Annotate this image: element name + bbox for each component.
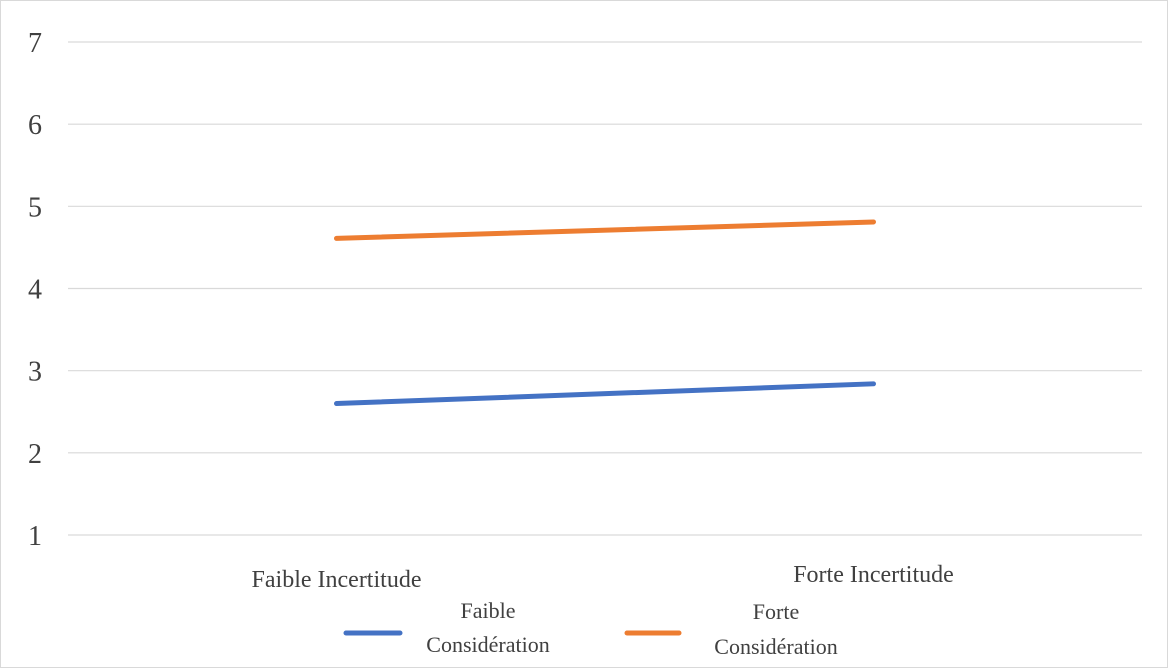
legend: Faible Considération Forte Considération — [346, 598, 838, 659]
y-tick-label: 6 — [28, 110, 42, 141]
series-line-2 — [337, 222, 874, 238]
y-tick-label: 7 — [28, 28, 42, 59]
gridlines — [68, 42, 1142, 535]
legend-item: Faible Considération — [346, 598, 550, 657]
x-axis-categories: Faible Incertitude Forte Incertitude — [252, 562, 954, 593]
y-axis-ticks: 1 2 3 4 5 6 7 — [28, 28, 42, 552]
legend-label: Forte — [753, 599, 799, 624]
x-category-label: Forte Incertitude — [793, 562, 954, 588]
y-tick-label: 1 — [28, 521, 42, 552]
legend-label: Considération — [426, 632, 549, 657]
x-category-label: Faible Incertitude — [252, 567, 422, 593]
series-lines — [336, 222, 873, 404]
y-tick-label: 4 — [28, 275, 42, 306]
y-tick-label: 3 — [28, 357, 42, 388]
legend-item: Forte Considération — [627, 599, 838, 659]
y-tick-label: 5 — [28, 192, 42, 223]
series-line-1 — [337, 384, 874, 404]
legend-label: Considération — [714, 634, 837, 659]
y-tick-label: 2 — [28, 439, 42, 470]
legend-label: Faible — [461, 598, 516, 623]
